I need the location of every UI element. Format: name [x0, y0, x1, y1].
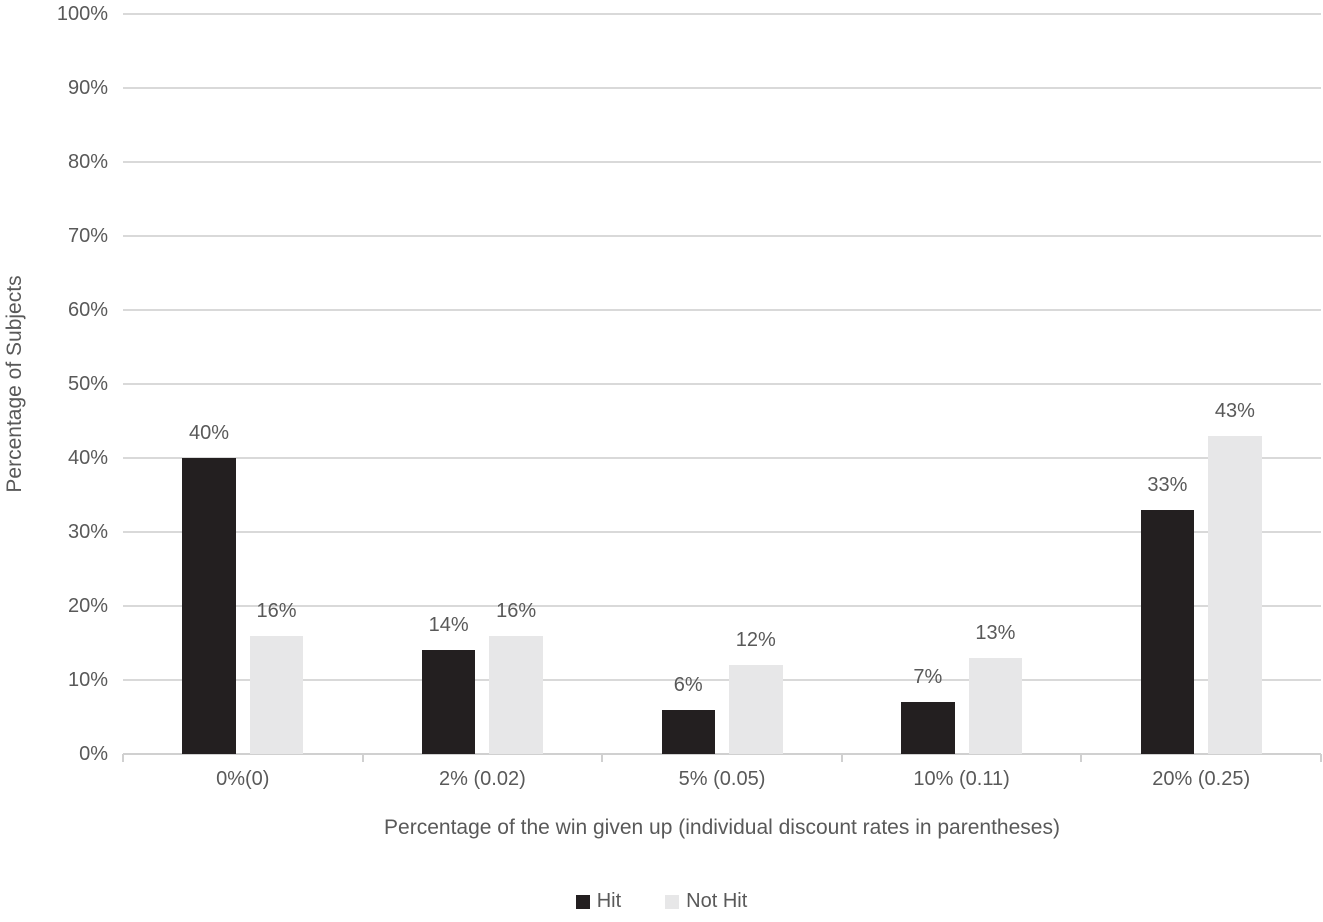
legend-label: Not Hit: [686, 890, 748, 912]
x-axis-line: [123, 753, 1321, 755]
gridline: [123, 309, 1321, 311]
legend-item-not-hit: Not Hit: [665, 890, 747, 913]
bar-value-label: 16%: [496, 599, 537, 622]
x-tick-label: 2% (0.02): [439, 768, 526, 790]
gridline: [123, 87, 1321, 89]
x-axis-tick: [122, 754, 124, 762]
bar-value-label: 16%: [256, 599, 297, 622]
x-axis-tick: [361, 754, 364, 762]
gridline: [123, 235, 1321, 237]
y-tick-label: 0%: [79, 743, 108, 765]
y-tick-label: 20%: [67, 595, 108, 617]
x-tick-label: 5% (0.05): [678, 768, 766, 790]
y-tick-label: 50%: [67, 373, 108, 395]
y-axis-title: Percentage of Subjects: [3, 275, 26, 493]
gridline: [123, 679, 1321, 681]
x-axis-tick: [1320, 754, 1322, 762]
x-tick-label: 10% (0.11): [913, 768, 1010, 790]
legend-label: Hit: [596, 890, 622, 912]
bar-not-hit: [489, 635, 543, 754]
bar-value-label: 13%: [975, 621, 1016, 644]
bar-not-hit: [729, 665, 783, 754]
y-tick-label: 30%: [67, 521, 108, 543]
y-tick-label: 40%: [67, 447, 108, 469]
legend-item-hit: Hit: [575, 890, 622, 913]
legend-marker-icon: [575, 894, 590, 909]
gridline: [123, 13, 1321, 15]
y-tick-label: 80%: [67, 151, 108, 173]
bar-hit: [661, 709, 715, 754]
x-tick-label: 0%(0): [216, 768, 270, 790]
gridline: [123, 383, 1321, 385]
bar-value-label: 40%: [189, 422, 230, 444]
bar-not-hit: [249, 635, 304, 754]
gridline: [123, 605, 1321, 607]
bar-not-hit: [1208, 435, 1262, 754]
gridline: [123, 457, 1321, 459]
bar-value-label: 6%: [673, 673, 703, 696]
y-tick-label: 10%: [67, 669, 108, 691]
legend: Hit Not Hit: [0, 890, 1323, 913]
y-tick-label: 100%: [56, 3, 108, 25]
bar-hit: [901, 702, 955, 754]
y-tick-label: 90%: [67, 77, 108, 99]
x-axis-tick: [840, 754, 843, 762]
bar-not-hit: [968, 657, 1023, 754]
y-tick-label: 60%: [67, 299, 108, 321]
gridline: [123, 531, 1321, 533]
x-axis-tick: [1080, 754, 1083, 762]
bar-hit: [1140, 509, 1195, 754]
bar-value-label: 33%: [1147, 473, 1188, 496]
bar-value-label: 12%: [735, 629, 776, 652]
bar-value-label: 43%: [1214, 399, 1255, 422]
bar-hit: [421, 650, 476, 754]
bar-value-label: 7%: [913, 666, 943, 689]
legend-marker-icon: [665, 894, 680, 909]
gridline: [123, 161, 1321, 163]
x-axis-title: Percentage of the win given up (individu…: [384, 816, 1060, 839]
x-axis-tick: [601, 754, 604, 762]
bar-value-label: 14%: [428, 614, 469, 637]
bar-hit: [182, 458, 236, 754]
y-tick-label: 70%: [67, 225, 108, 247]
x-tick-label: 20% (0.25): [1152, 768, 1251, 790]
